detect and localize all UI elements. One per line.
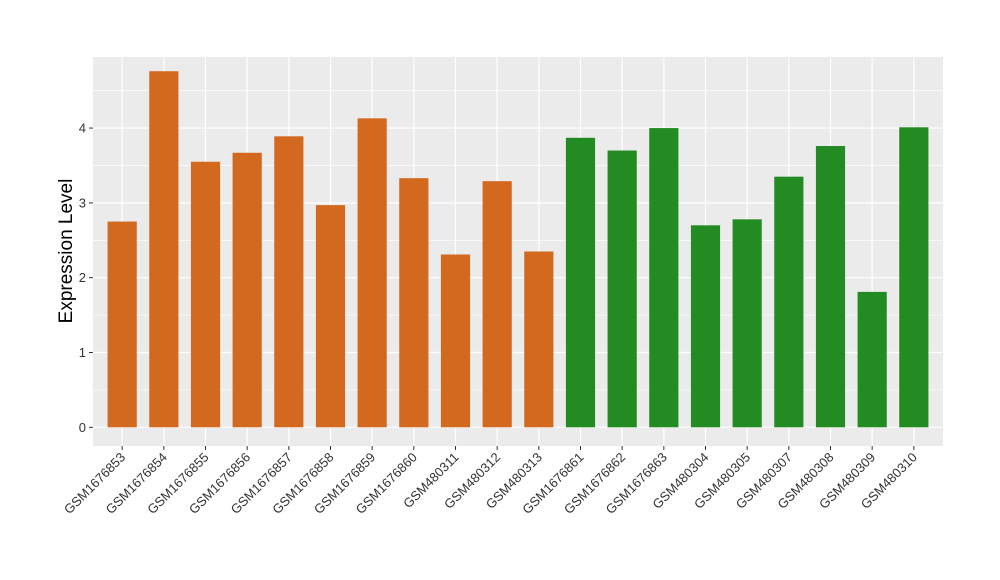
bars [107,71,929,428]
bar-GSM1676856 [232,152,262,428]
y-tick-label: 1 [79,345,86,360]
bar-GSM1676855 [190,161,221,428]
x-axis: GSM1676853GSM1676854GSM1676855GSM1676856… [61,446,920,517]
plot-panel [93,57,943,446]
bar-GSM480309 [857,291,887,428]
y-tick-label: 2 [79,270,86,285]
bar-GSM480313 [524,251,554,428]
bar-GSM480310 [899,127,929,428]
y-axis-title: Expression Level [56,179,77,324]
bar-GSM1676853 [107,221,137,428]
bar-GSM1676861 [565,137,596,428]
bar-GSM480304 [690,225,721,428]
y-tick-label: 4 [79,121,86,136]
y-tick-label: 3 [79,195,86,210]
bar-GSM480311 [440,254,471,428]
bar-GSM1676859 [357,118,387,428]
y-tick-label: 0 [79,420,86,435]
bar-GSM480305 [732,219,762,428]
bar-GSM1676863 [649,128,679,428]
bar-GSM1676857 [274,136,304,428]
bar-GSM1676854 [149,71,179,428]
bar-GSM480312 [482,181,512,428]
bar-GSM1676858 [315,205,346,428]
bar-GSM1676860 [399,178,429,428]
bar-GSM480307 [774,176,804,428]
bar-GSM480308 [815,146,846,428]
y-axis: 0 1 2 3 4 [79,121,93,435]
bar-GSM1676862 [607,150,637,428]
